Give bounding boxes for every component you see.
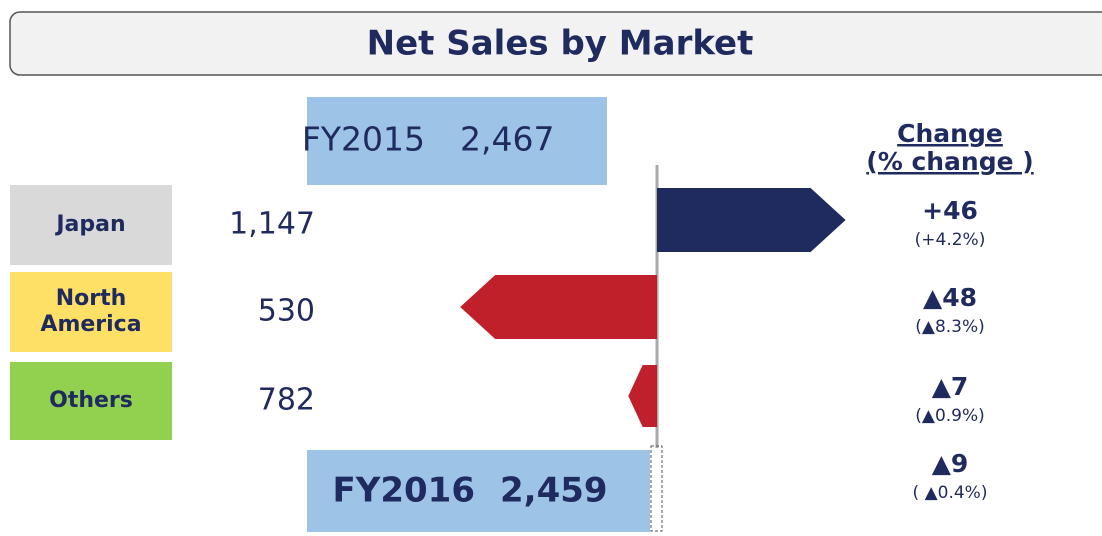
category-box — [10, 272, 172, 352]
change-arrow — [657, 188, 846, 252]
category-label: Others — [49, 388, 133, 413]
total-change-label: ▲9 — [932, 449, 969, 478]
category-box — [10, 362, 172, 440]
category-label: North America — [40, 286, 141, 337]
change-label: ▲7 — [932, 372, 969, 401]
change-label: +46 — [922, 196, 978, 225]
total-pct-label: ( ▲0.4%) — [913, 483, 988, 503]
change-arrow — [460, 275, 657, 339]
pct-label: (+4.2%) — [915, 230, 986, 250]
end-box — [307, 450, 650, 532]
pct-label: (▲0.9%) — [915, 406, 985, 426]
start-box — [307, 97, 607, 185]
sales-value: 530 — [258, 294, 315, 329]
sales-value: 782 — [258, 383, 315, 418]
pct-label: (▲8.3%) — [915, 317, 985, 337]
change-header: (% change ) — [866, 147, 1033, 176]
title-box — [9, 11, 1102, 76]
category-label: Japan — [54, 212, 125, 237]
change-header: Change — [897, 119, 1003, 148]
start-label: FY2015 — [302, 120, 425, 159]
chart-title: Net Sales by Market — [367, 24, 754, 64]
end-value: 2,459 — [500, 471, 608, 511]
start-value: 2,467 — [460, 120, 554, 159]
category-box — [10, 185, 172, 265]
sales-value: 1,147 — [229, 207, 315, 242]
change-label: ▲48 — [923, 283, 977, 312]
dashed-box — [650, 445, 663, 532]
end-label: FY2016 — [333, 471, 475, 511]
change-arrow — [628, 365, 657, 427]
